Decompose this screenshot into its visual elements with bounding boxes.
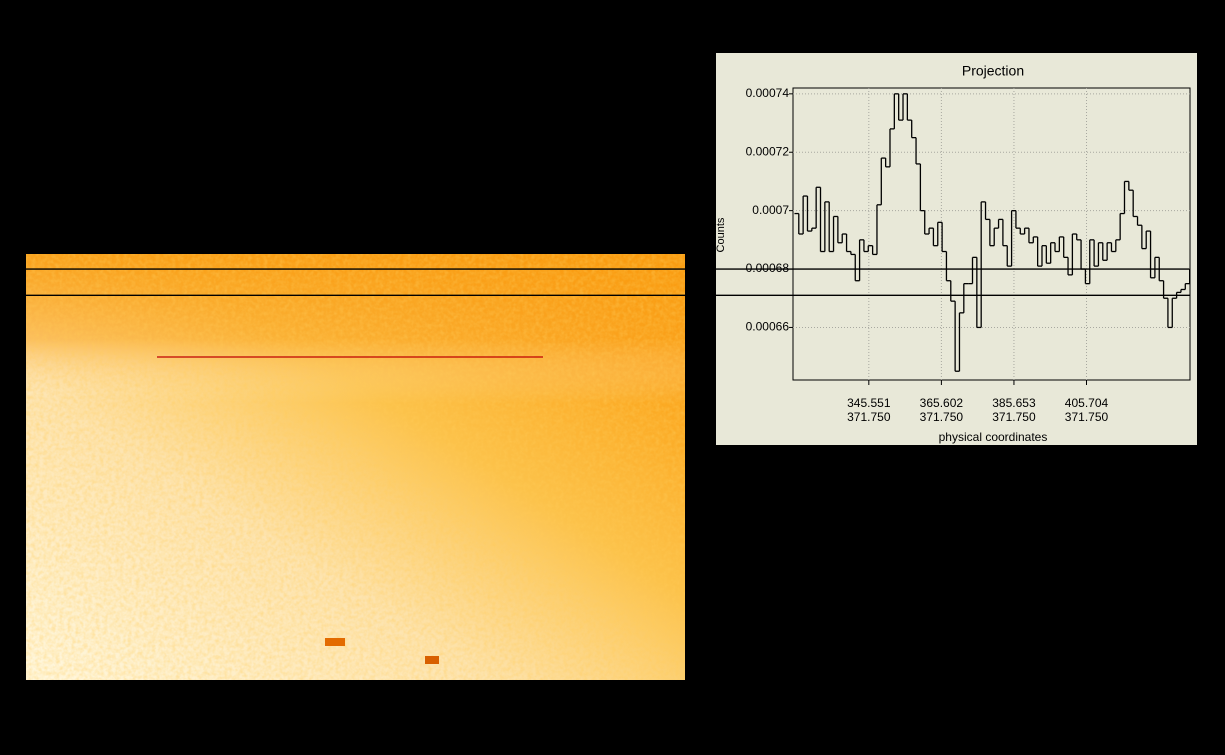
- y-axis-label: Counts: [715, 217, 727, 252]
- x-tick-label: 385.653 371.750: [992, 396, 1036, 424]
- y-tick-label: 0.00072: [746, 144, 790, 158]
- plot-title: Projection: [962, 63, 1024, 79]
- x-tick-label: 365.602 371.750: [919, 396, 964, 424]
- x-tick-label: 405.704 371.750: [1064, 396, 1109, 424]
- y-tick-label: 0.00066: [746, 320, 790, 334]
- plot-panel: [716, 53, 1197, 445]
- plot-area: [792, 87, 1191, 381]
- y-tick-label: 0.00074: [746, 86, 790, 100]
- image: [26, 254, 685, 680]
- x-tick-label: 345.551 371.750: [847, 396, 891, 424]
- y-tick-label: 0.0007: [752, 203, 789, 217]
- y-tick-label: 0.00068: [746, 261, 790, 275]
- x-axis-label: physical coordinates: [939, 430, 1048, 444]
